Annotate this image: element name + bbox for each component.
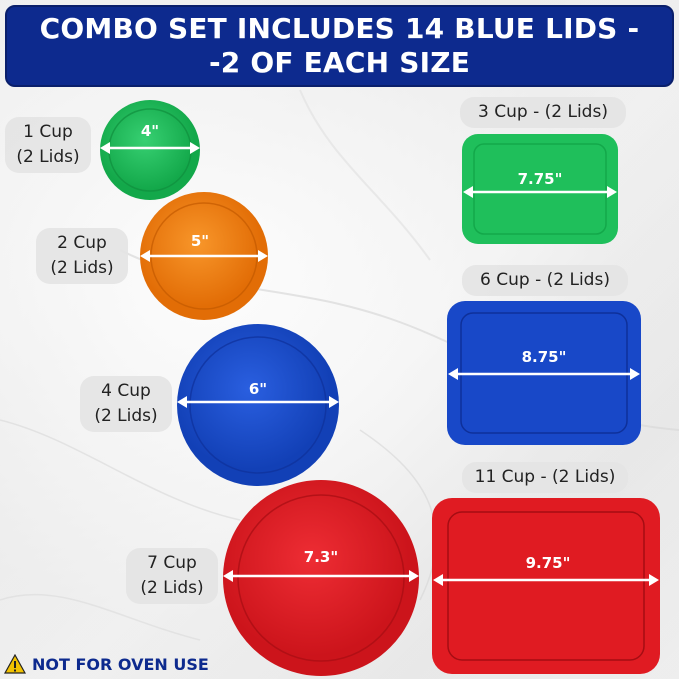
round-lid-label-1cup: 1 Cup (2 Lids) [5, 117, 91, 173]
round-lid-1cup [100, 100, 200, 200]
lid-count: (2 Lids) [16, 147, 80, 167]
diameter-label-1cup: 4" [140, 122, 160, 140]
cup-size: 1 Cup [23, 122, 73, 142]
warning-text: NOT FOR OVEN USE [32, 654, 209, 674]
warning-triangle-icon [4, 654, 26, 674]
banner-line-1: COMBO SET INCLUDES 14 BLUE LIDS - [39, 12, 640, 45]
cup-size: 4 Cup [101, 381, 151, 401]
round-lid-label-2cup: 2 Cup (2 Lids) [36, 228, 128, 284]
round-lid-label-4cup: 4 Cup (2 Lids) [80, 376, 172, 432]
round-lid-2cup [140, 192, 268, 320]
cup-size: 7 Cup [147, 553, 197, 573]
lid-count: (2 Lids) [50, 258, 114, 278]
banner-line-2: -2 OF EACH SIZE [208, 46, 471, 79]
round-lid-4cup [177, 324, 339, 486]
rect-lid-6cup [447, 301, 641, 445]
round-lid-7cup [223, 480, 419, 676]
width-label-6cup: 8.75" [521, 348, 567, 366]
width-label-3cup: 7.75" [517, 170, 563, 188]
round-lid-label-7cup: 7 Cup (2 Lids) [126, 548, 218, 604]
rect-lid-11cup [432, 498, 660, 674]
diameter-label-2cup: 5" [190, 232, 210, 250]
rect-lid-label-6cup: 6 Cup - (2 Lids) [462, 265, 628, 296]
oven-warning: NOT FOR OVEN USE [4, 654, 209, 674]
diameter-label-7cup: 7.3" [303, 548, 339, 566]
lid-count: (2 Lids) [140, 578, 204, 598]
rect-lid-3cup [462, 134, 618, 244]
cup-size: 2 Cup [57, 233, 107, 253]
diameter-label-4cup: 6" [248, 380, 268, 398]
rect-lid-label-11cup: 11 Cup - (2 Lids) [462, 462, 628, 493]
rect-lid-label-3cup: 3 Cup - (2 Lids) [460, 97, 626, 128]
lid-count: (2 Lids) [94, 406, 158, 426]
width-label-11cup: 9.75" [525, 554, 571, 572]
title-banner: COMBO SET INCLUDES 14 BLUE LIDS - -2 OF … [5, 5, 674, 87]
